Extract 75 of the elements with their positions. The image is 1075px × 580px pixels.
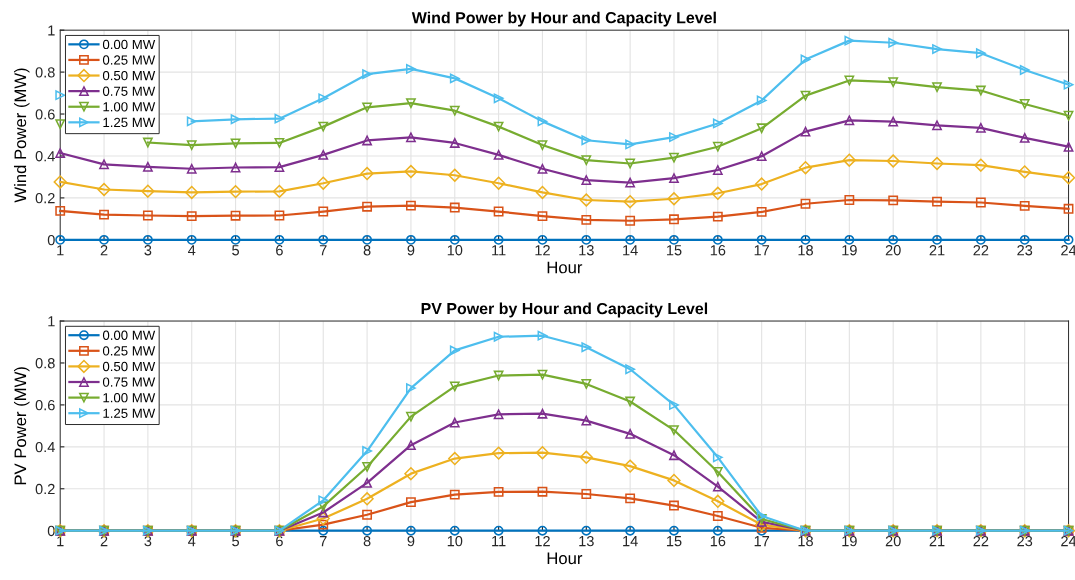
y-tick-label: 0.4 bbox=[35, 441, 55, 453]
x-tick-label: 12 bbox=[535, 245, 550, 256]
x-tick-label: 18 bbox=[798, 245, 813, 256]
y-tick-label: 0.2 bbox=[35, 483, 55, 495]
x-tick-label: 2 bbox=[100, 535, 108, 547]
x-tick-label: 21 bbox=[929, 245, 945, 256]
legend-label: 0.00 MW bbox=[102, 39, 156, 50]
x-tick-label: 20 bbox=[885, 245, 901, 256]
x-tick-label: 4 bbox=[188, 245, 196, 256]
x-tick-label: 9 bbox=[407, 535, 415, 547]
x-tick-label: 9 bbox=[407, 245, 415, 256]
x-tick-label: 7 bbox=[319, 536, 327, 547]
y-tick-label: 0.6 bbox=[35, 109, 55, 120]
x-tick-label: 22 bbox=[973, 245, 989, 256]
x-axis-title: Hour bbox=[547, 261, 583, 274]
chart-title: Wind Power by Hour and Capacity Level bbox=[411, 11, 716, 27]
legend-label: 0.25 MW bbox=[102, 55, 156, 65]
y-tick-label: 0.4 bbox=[35, 151, 55, 162]
x-tick-label: 11 bbox=[492, 245, 506, 256]
x-tick-label: 5 bbox=[232, 536, 240, 547]
legend-label: 0.00 MW bbox=[102, 330, 156, 340]
x-axis-title: Hour bbox=[547, 552, 583, 565]
x-tick-label: 10 bbox=[447, 245, 463, 256]
x-tick-label: 1 bbox=[57, 245, 64, 256]
y-tick-label: 0 bbox=[47, 525, 55, 537]
x-tick-label: 4 bbox=[188, 536, 196, 547]
x-tick-label: 23 bbox=[1017, 245, 1033, 256]
legend-label: 0.50 MW bbox=[102, 361, 156, 372]
legend-label: 0.75 MW bbox=[102, 86, 156, 96]
x-tick-label: 5 bbox=[232, 245, 240, 256]
y-tick-label: 0.8 bbox=[35, 67, 55, 78]
legend-label: 0.50 MW bbox=[102, 70, 156, 81]
y-tick-label: 1 bbox=[48, 25, 55, 36]
x-tick-label: 19 bbox=[842, 245, 857, 256]
x-tick-label: 21 bbox=[929, 535, 945, 547]
legend-label: 0.75 MW bbox=[102, 377, 156, 387]
x-tick-label: 14 bbox=[623, 536, 638, 547]
legend-label: 1.00 MW bbox=[103, 393, 156, 403]
y-tick-label: 0.6 bbox=[35, 400, 55, 411]
x-tick-label: 17 bbox=[754, 245, 770, 256]
legend-label: 0.25 MW bbox=[102, 346, 156, 356]
y-axis-title: Wind Power (MW) bbox=[13, 68, 30, 203]
x-tick-label: 17 bbox=[754, 536, 770, 547]
x-tick-label: 3 bbox=[144, 535, 152, 547]
x-tick-label: 16 bbox=[710, 245, 726, 256]
x-tick-label: 7 bbox=[319, 245, 327, 256]
x-tick-label: 13 bbox=[579, 535, 594, 547]
x-tick-label: 20 bbox=[885, 535, 901, 547]
x-tick-label: 14 bbox=[623, 245, 638, 256]
legend-label: 1.25 MW bbox=[103, 117, 156, 128]
x-tick-label: 15 bbox=[666, 245, 682, 256]
y-tick-label: 0.8 bbox=[35, 358, 55, 369]
y-tick-label: 0.2 bbox=[35, 193, 55, 204]
x-tick-label: 12 bbox=[535, 535, 550, 547]
x-tick-label: 8 bbox=[363, 245, 371, 256]
y-axis-title: PV Power (MW) bbox=[13, 367, 30, 485]
x-tick-label: 13 bbox=[579, 245, 594, 256]
x-tick-label: 2 bbox=[100, 245, 108, 256]
x-tick-label: 22 bbox=[973, 535, 989, 547]
x-tick-label: 16 bbox=[710, 535, 726, 547]
x-tick-label: 10 bbox=[447, 535, 463, 547]
x-tick-label: 11 bbox=[492, 536, 506, 547]
y-tick-label: 0 bbox=[47, 234, 55, 246]
x-tick-label: 8 bbox=[363, 535, 371, 547]
x-tick-label: 15 bbox=[666, 536, 682, 547]
x-tick-label: 19 bbox=[842, 535, 857, 547]
legend-label: 1.00 MW bbox=[103, 102, 156, 112]
x-tick-label: 6 bbox=[276, 245, 283, 256]
x-tick-label: 23 bbox=[1017, 535, 1033, 547]
y-tick-label: 1 bbox=[48, 316, 55, 327]
x-tick-label: 3 bbox=[144, 245, 152, 256]
chart-title: PV Power by Hour and Capacity Level bbox=[421, 302, 708, 318]
x-tick-label: 18 bbox=[798, 535, 813, 547]
legend-label: 1.25 MW bbox=[103, 408, 156, 418]
x-tick-label: 6 bbox=[276, 535, 283, 547]
